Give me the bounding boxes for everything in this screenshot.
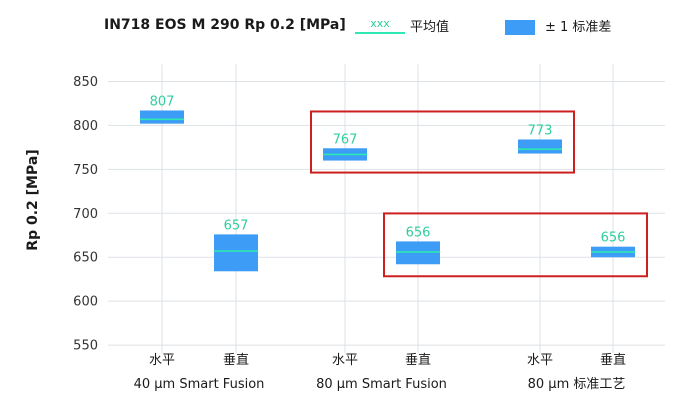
- x-tick-label: 垂直: [405, 353, 431, 368]
- y-tick-label: 850: [73, 75, 98, 90]
- std-box: [140, 110, 184, 124]
- mean-value-label: 773: [528, 123, 553, 138]
- mean-value-label: 656: [406, 225, 431, 240]
- highlight-box: [383, 212, 648, 278]
- x-group-label: 80 µm Smart Fusion: [316, 377, 447, 392]
- std-box: [214, 234, 258, 272]
- x-tick-label: 水平: [527, 353, 553, 368]
- y-tick-label: 750: [73, 163, 98, 178]
- legend-mean-label: 平均值: [410, 19, 449, 35]
- x-tick-label: 垂直: [223, 353, 249, 368]
- legend-mean-sample-text: xxx: [370, 17, 390, 30]
- legend-std-label: ± 1 标准差: [545, 20, 611, 35]
- grid: [108, 64, 665, 354]
- std-box: [518, 139, 562, 154]
- axes: 550 600 650 700 750 800 850 水平 垂直 水平 垂直 水平 垂直 40 µm S…: [73, 75, 626, 392]
- plot-marks: 807 657 767 656 773 656: [140, 94, 635, 272]
- mean-value-label: 767: [333, 132, 358, 147]
- x-tick-label: 水平: [149, 353, 175, 368]
- x-tick-label: 垂直: [600, 353, 626, 368]
- x-tick-label: 水平: [332, 353, 358, 368]
- y-tick-label: 800: [73, 119, 98, 134]
- mean-value-label: 656: [601, 231, 626, 246]
- y-tick-label: 700: [73, 207, 98, 222]
- legend: xxx 平均值 ± 1 标准差: [355, 17, 611, 35]
- y-axis-label: Rp 0.2 [MPa]: [25, 149, 41, 250]
- legend-std-box-marker: [505, 20, 535, 35]
- x-group-label: 40 µm Smart Fusion: [134, 377, 265, 392]
- mean-value-label: 807: [150, 94, 175, 109]
- y-tick-label: 550: [73, 339, 98, 354]
- x-group-label: 80 µm 标准工艺: [528, 377, 626, 392]
- y-tick-label: 600: [73, 295, 98, 310]
- highlight-boxes: [310, 110, 648, 278]
- mean-value-label: 657: [224, 218, 249, 233]
- highlight-box: [310, 110, 575, 174]
- chart-title: IN718 EOS M 290 Rp 0.2 [MPa]: [104, 17, 346, 33]
- y-tick-label: 650: [73, 251, 98, 266]
- std-box: [396, 241, 440, 265]
